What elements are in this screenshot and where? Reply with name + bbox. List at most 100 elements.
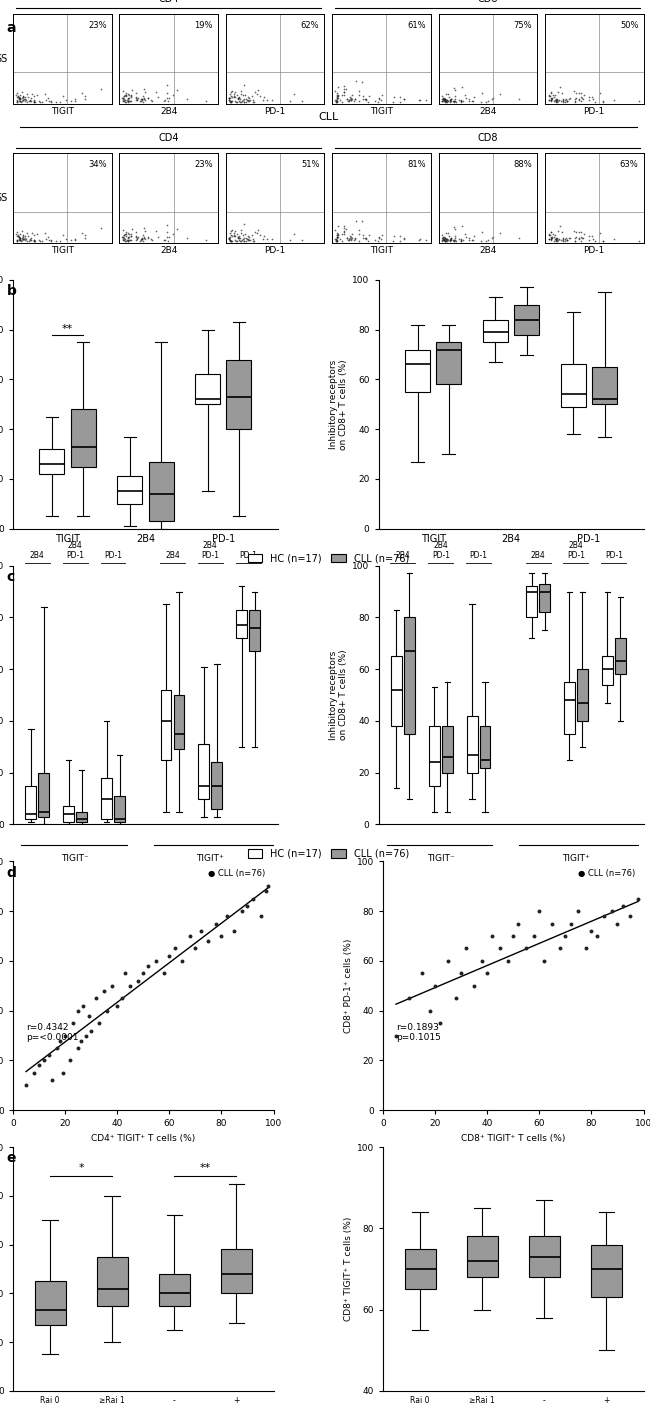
Point <box>162 81 173 104</box>
Point <box>482 229 493 251</box>
Point <box>574 221 584 243</box>
Point <box>456 229 466 251</box>
Point <box>450 91 461 114</box>
PathPatch shape <box>429 726 439 785</box>
Point <box>24 229 34 251</box>
Point <box>374 226 384 249</box>
Point <box>203 930 214 953</box>
Point <box>552 87 563 110</box>
Point <box>448 90 459 112</box>
Point <box>549 86 559 108</box>
Point <box>36 91 47 114</box>
Point <box>224 87 235 110</box>
Point <box>339 83 350 105</box>
Point <box>370 90 380 112</box>
Point <box>550 223 560 246</box>
Text: PD-1: PD-1 <box>239 551 257 561</box>
Point <box>330 228 341 250</box>
Point <box>456 228 467 250</box>
Point <box>224 228 234 250</box>
Point <box>564 87 575 110</box>
Point <box>449 90 460 112</box>
Point <box>460 225 471 247</box>
Point <box>12 84 23 107</box>
Point <box>16 90 26 112</box>
Point <box>374 226 384 249</box>
Point <box>77 83 88 105</box>
Point <box>332 229 343 251</box>
Point <box>443 83 453 105</box>
Point <box>234 90 244 112</box>
Point <box>133 969 143 992</box>
Point <box>441 89 451 111</box>
Y-axis label: SS: SS <box>0 53 8 65</box>
Point <box>234 229 244 251</box>
Point <box>131 221 142 243</box>
Point <box>562 229 573 251</box>
Point <box>332 229 342 251</box>
Point <box>18 219 28 242</box>
Point <box>232 229 242 251</box>
Point <box>20 228 31 250</box>
PathPatch shape <box>221 1249 252 1294</box>
Point <box>14 86 25 108</box>
Point <box>13 90 23 112</box>
Point <box>224 228 235 250</box>
Point <box>435 1012 445 1034</box>
Point <box>354 80 365 103</box>
Point <box>562 229 572 251</box>
Point <box>227 219 238 242</box>
Point <box>29 229 40 251</box>
Point <box>547 87 558 110</box>
Point <box>376 228 386 250</box>
Point <box>227 80 238 103</box>
Point <box>503 950 514 972</box>
Point <box>441 229 451 251</box>
Point <box>335 228 345 250</box>
Point <box>12 90 22 112</box>
Point <box>458 90 469 112</box>
Point <box>160 229 170 251</box>
Point <box>597 90 608 112</box>
Point <box>562 90 572 112</box>
Point <box>546 221 556 243</box>
Point <box>81 1024 91 1047</box>
Point <box>573 228 584 250</box>
Point <box>414 228 424 250</box>
Point <box>550 89 560 111</box>
Point <box>29 89 39 111</box>
Point <box>18 80 28 103</box>
Point <box>439 90 450 112</box>
Point <box>146 228 156 250</box>
Point <box>61 89 72 111</box>
Point <box>224 226 235 249</box>
Point <box>467 229 477 251</box>
Point <box>574 228 584 250</box>
Point <box>529 924 539 947</box>
Point <box>331 90 341 112</box>
Point <box>441 229 451 251</box>
Point <box>123 228 133 250</box>
Point <box>252 79 263 101</box>
Point <box>25 226 36 249</box>
Point <box>80 226 90 249</box>
Text: 2B4
PD-1: 2B4 PD-1 <box>432 541 450 561</box>
PathPatch shape <box>159 1274 190 1305</box>
Point <box>244 226 254 249</box>
Point <box>332 90 342 112</box>
PathPatch shape <box>161 690 172 760</box>
Point <box>332 84 343 107</box>
Point <box>486 228 497 250</box>
Point <box>201 229 211 251</box>
PathPatch shape <box>602 656 613 684</box>
Point <box>571 81 582 104</box>
Point <box>262 89 272 111</box>
Point <box>131 81 142 104</box>
Point <box>440 87 450 110</box>
Point <box>332 226 342 249</box>
Point <box>558 90 568 112</box>
Point <box>289 222 299 244</box>
Point <box>437 228 447 250</box>
Point <box>337 223 347 246</box>
Point <box>14 225 24 247</box>
